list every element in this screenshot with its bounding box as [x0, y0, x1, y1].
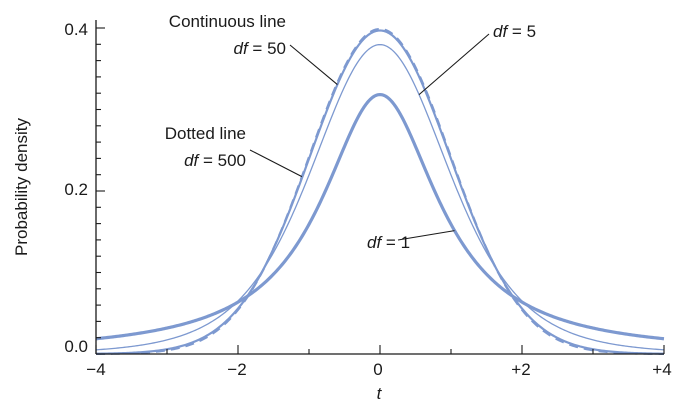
x-tick-label: −4: [86, 360, 105, 379]
y-tick-label: 0.0: [64, 337, 88, 356]
annotation-dotted: Dotted line df = 500: [165, 124, 246, 170]
x-tick-label: −2: [227, 360, 246, 379]
pointer-dot: [249, 149, 303, 178]
series-line-df-5: [95, 43, 665, 351]
annotation-df: df = 50: [234, 39, 286, 58]
annotation-df: df = 500: [184, 151, 246, 170]
annotation-df: df = 5: [493, 22, 536, 41]
y-tick-label: 0.2: [64, 180, 88, 199]
series-line-df-1: [95, 92, 665, 341]
y-tick-labels: 0.4 0.2 0.0: [64, 20, 88, 356]
annotation-label: Continuous line: [169, 12, 286, 31]
ticks: [95, 27, 665, 355]
annotation-df5: df = 5: [493, 22, 536, 41]
annotation-label: Dotted line: [165, 124, 246, 143]
y-axis-title: Probability density: [12, 118, 31, 256]
series-line-df-500: [95, 27, 665, 355]
annotation-continuous: Continuous line df = 50: [169, 12, 286, 58]
x-axis-title: t: [377, 384, 383, 403]
pointer-df1: [397, 230, 455, 241]
annotation-df1: df = 1: [367, 233, 410, 252]
x-tick-labels: −4 −2 0 +2 +4: [86, 360, 671, 379]
series-line-df-50: [95, 29, 665, 355]
pointer-df5: [418, 33, 490, 96]
annotation-df: df = 1: [367, 233, 410, 252]
pointer-cont: [289, 44, 338, 85]
curves-layer: [95, 27, 665, 355]
y-tick-label: 0.4: [64, 20, 88, 39]
pointer-lines: [249, 33, 490, 241]
x-tick-label: +2: [511, 360, 530, 379]
x-tick-label: +4: [652, 360, 671, 379]
x-tick-label: 0: [373, 360, 382, 379]
axes: [95, 20, 664, 355]
